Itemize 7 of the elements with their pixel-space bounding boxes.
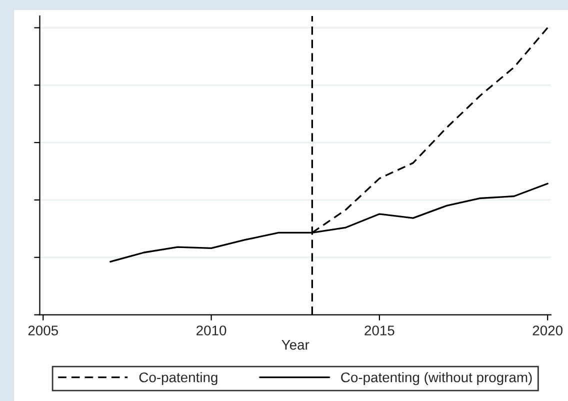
x-tick-label: 2010 xyxy=(196,326,226,336)
legend-label: Co-patenting xyxy=(139,372,218,386)
x-tick-label: 2015 xyxy=(364,326,394,336)
x-tick-label: 2005 xyxy=(28,326,58,336)
x-axis-title: Year xyxy=(282,340,310,350)
legend-label: Co-patenting (without program) xyxy=(341,372,532,386)
x-tick-label: 2020 xyxy=(532,326,563,336)
